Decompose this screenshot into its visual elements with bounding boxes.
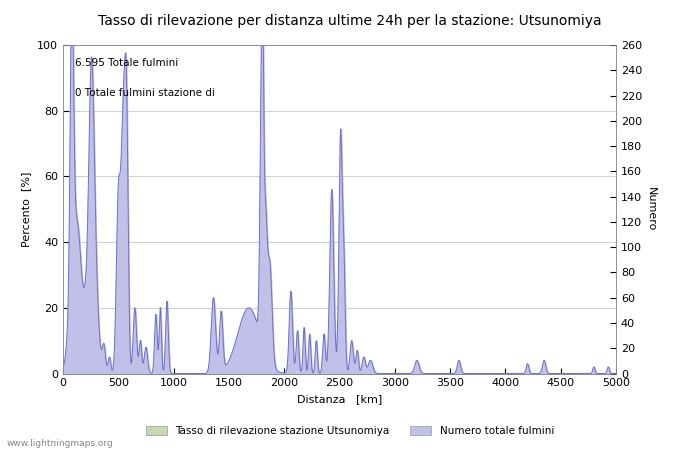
- Text: 0 Totale fulmini stazione di: 0 Totale fulmini stazione di: [75, 88, 215, 98]
- Legend: Tasso di rilevazione stazione Utsunomiya, Numero totale fulmini: Tasso di rilevazione stazione Utsunomiya…: [142, 422, 558, 440]
- Text: Tasso di rilevazione per distanza ultime 24h per la stazione: Utsunomiya: Tasso di rilevazione per distanza ultime…: [98, 14, 602, 27]
- Text: 6.595 Totale fulmini: 6.595 Totale fulmini: [75, 58, 178, 68]
- Y-axis label: Percento  [%]: Percento [%]: [22, 171, 32, 247]
- Y-axis label: Numero: Numero: [646, 187, 656, 231]
- Text: www.lightningmaps.org: www.lightningmaps.org: [7, 439, 113, 448]
- X-axis label: Distanza   [km]: Distanza [km]: [297, 394, 382, 404]
